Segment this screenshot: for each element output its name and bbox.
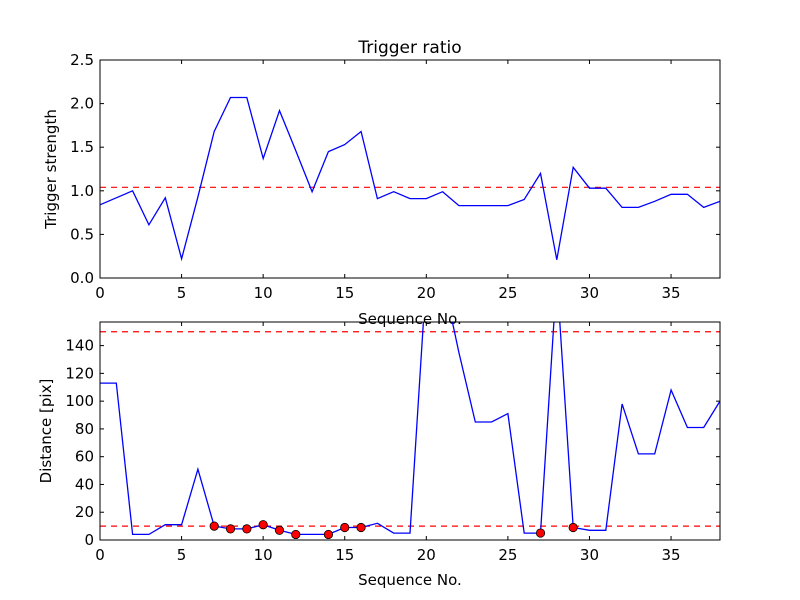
top-y-tick-label: 1.5 [70,138,94,156]
top-x-tick-label: 35 [662,284,681,302]
top-x-tick-label: 30 [580,284,599,302]
bottom-y-tick-label: 20 [75,503,94,521]
top-chart-title: Trigger ratio [357,38,461,58]
bottom-x-tick-label: 0 [95,546,105,564]
bottom-data-marker [323,529,334,540]
top-x-tick-label: 5 [177,284,187,302]
top-x-tick-label: 25 [498,284,517,302]
bottom-x-tick-label: 35 [662,546,681,564]
bottom-y-tick-label: 0 [84,531,94,549]
top-x-tick-label: 0 [95,284,105,302]
bottom-x-tick-label: 5 [177,546,187,564]
bottom-axes-frame [99,321,721,541]
bottom-plot-area [100,322,720,536]
top-y-axis-label: Trigger strength [42,109,60,230]
top-y-tick-label: 1.0 [70,182,94,200]
top-ticks: 0 5 10 15 20 25 30 35 0.0 0.5 1.0 1.5 2.0 2.5 [70,51,720,302]
bottom-data-marker [274,525,285,535]
bottom-x-tick-label: 30 [580,546,599,564]
top-x-tick-label: 10 [254,284,273,302]
bottom-data-marker [242,524,252,534]
top-x-axis-label: Sequence No. [358,310,462,328]
top-axes-frame [99,59,721,279]
bottom-y-axis-label: Distance [pix] [37,379,55,484]
bottom-data-marker [340,522,350,533]
top-x-tick-label: 15 [335,284,354,302]
bottom-y-tick-label: 100 [65,392,94,410]
top-series-line [100,96,720,262]
bottom-x-axis-label: Sequence No. [358,571,462,589]
bottom-markers [209,520,578,540]
bottom-subplot: 0 5 10 15 20 25 30 35 0 20 40 60 80 100 120 140 Sequenc… [37,321,721,589]
bottom-ticks: 0 5 10 15 20 25 30 35 0 20 40 60 80 100 120 140 [65,322,720,564]
bottom-x-tick-label: 25 [498,546,517,564]
top-x-tick-label: 20 [417,284,436,302]
bottom-y-tick-label: 40 [75,475,94,493]
bottom-data-marker [291,529,301,540]
top-plot-area [100,96,720,262]
top-y-tick-label: 0.5 [70,225,94,243]
bottom-y-tick-label: 60 [75,448,94,466]
bottom-data-marker [258,520,268,530]
bottom-y-tick-label: 80 [75,420,94,438]
top-y-tick-label: 0.0 [70,269,94,287]
bottom-data-marker [209,521,219,531]
bottom-y-tick-label: 140 [65,337,94,355]
top-subplot: Trigger ratio 0 5 10 15 20 25 30 35 0.0 0.5 1.0 1.5… [42,38,721,328]
bottom-series-line [100,322,720,536]
bottom-data-marker [356,522,366,533]
bottom-data-marker [225,524,236,534]
bottom-y-tick-label: 120 [65,364,94,382]
bottom-data-marker [535,528,546,538]
bottom-x-tick-label: 10 [254,546,273,564]
top-y-tick-label: 2.5 [70,51,94,69]
bottom-x-tick-label: 20 [417,546,436,564]
bottom-x-tick-label: 15 [335,546,354,564]
top-y-tick-label: 2.0 [70,95,94,113]
bottom-data-marker [568,522,578,533]
